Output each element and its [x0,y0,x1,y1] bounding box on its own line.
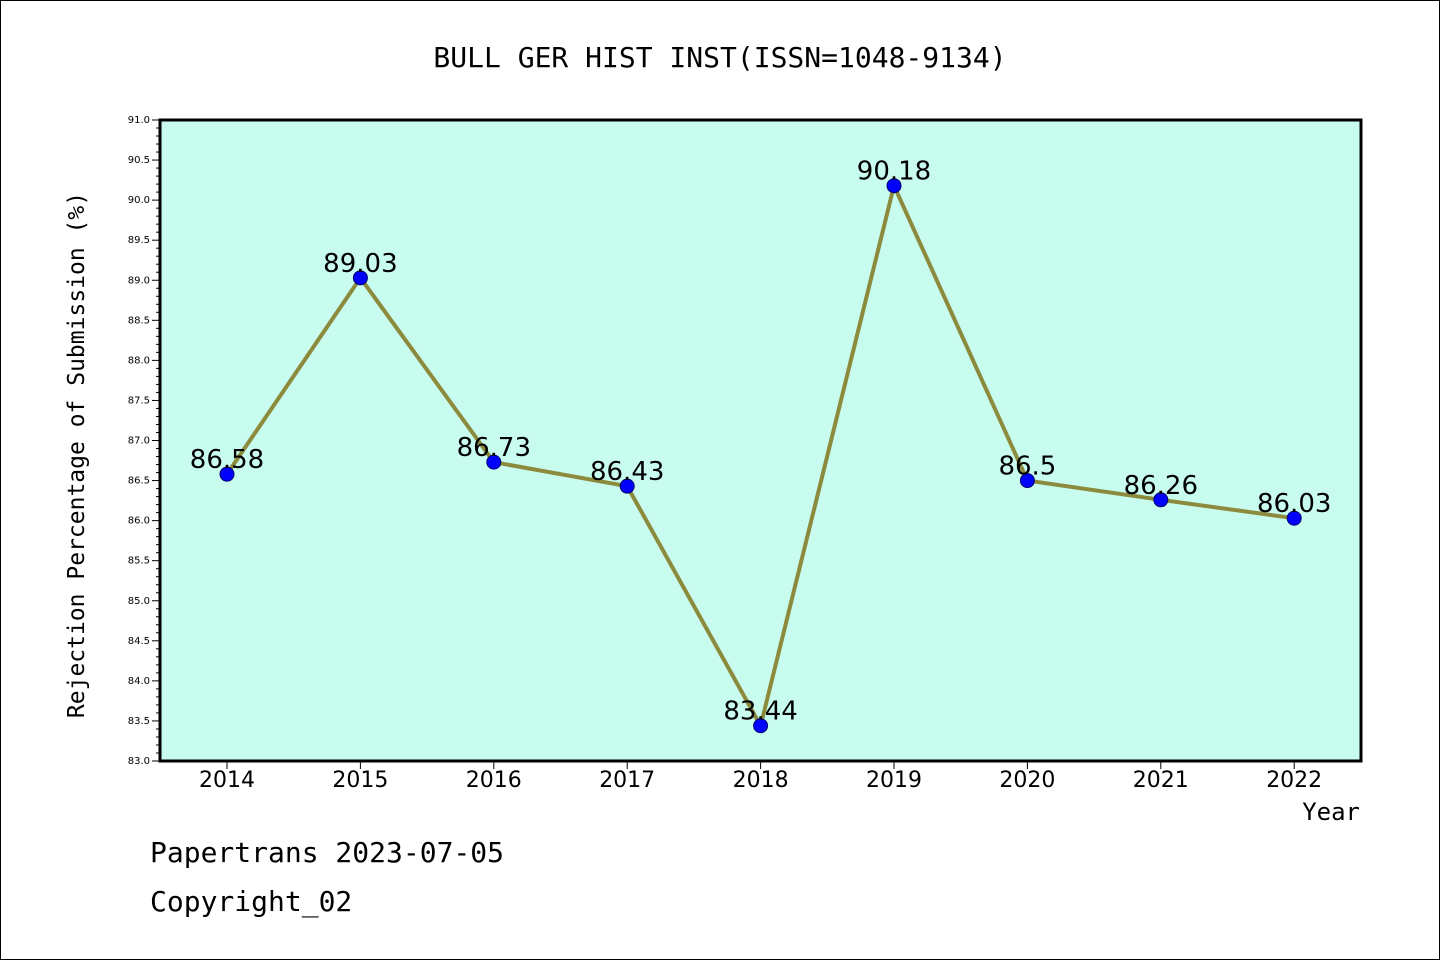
data-point [886,178,902,194]
chart-title: BULL GER HIST INST(ISSN=1048-9134) [433,41,1006,74]
x-tick-label: 2022 [1266,768,1322,793]
y-tick-label: 84.5 [128,636,150,647]
series-layer [219,178,1302,734]
y-tick-label: 87.0 [128,436,150,447]
data-point [486,454,502,470]
x-tick-label: 2019 [866,768,922,793]
x-axis: 2014 2015 2016 2017 2018 2019 2020 2021 2022 [199,761,1322,793]
data-point [1153,492,1169,508]
x-tick-label: 2014 [199,768,255,793]
x-tick-label: 2020 [999,768,1055,793]
data-point [352,270,368,286]
y-tick-label: 83.5 [128,716,150,727]
x-tick-label: 2015 [332,768,388,793]
y-axis: 83.0 83.5 84.0 84.5 85.0 85.5 86.0 86.5 87.0 87.5… [128,115,160,767]
y-tick-label: 84.0 [128,676,150,687]
y-tick-label: 83.0 [128,756,150,767]
footer-date-text: Papertrans 2023-07-05 [150,836,505,869]
y-tick-label: 91.0 [128,115,150,126]
data-point [1286,510,1302,526]
y-axis-label: Rejection Percentage of Submission (%) [64,192,90,718]
x-tick-label: 2021 [1133,768,1189,793]
data-label: 86.43 [590,457,664,487]
plot-area [160,120,1361,761]
x-tick-label: 2016 [466,768,522,793]
y-tick-label: 87.5 [128,395,150,406]
data-label: 86.73 [457,433,531,463]
y-tick-label: 88.0 [128,355,150,366]
data-label: 86.26 [1124,471,1198,501]
x-tick-label: 2017 [599,768,655,793]
y-tick-label: 89.0 [128,275,150,286]
y-tick-label: 86.5 [128,476,150,487]
data-labels: 86.58 89.03 86.73 86.43 83.44 90.18 86.5 86.26 8… [190,157,1332,727]
data-point [1019,473,1035,489]
data-label: 86.5 [998,452,1056,482]
data-label: 86.58 [190,445,264,475]
y-tick-label: 89.5 [128,235,150,246]
x-tick-label: 2018 [733,768,789,793]
y-tick-label: 90.5 [128,155,150,166]
y-tick-label: 88.5 [128,315,150,326]
data-point [619,478,635,494]
y-tick-label: 85.0 [128,596,150,607]
data-point [753,718,769,734]
data-label: 83.44 [723,697,797,727]
data-label: 90.18 [857,157,931,187]
data-label: 86.03 [1257,489,1331,519]
x-axis-label: Year [1302,798,1360,826]
y-tick-label: 85.5 [128,556,150,567]
data-point [219,466,235,482]
y-tick-label: 86.0 [128,516,150,527]
y-tick-label: 90.0 [128,195,150,206]
footer-copyright-text: Copyright_02 [150,885,353,918]
plot-border [158,118,1363,763]
data-label: 89.03 [323,249,397,279]
